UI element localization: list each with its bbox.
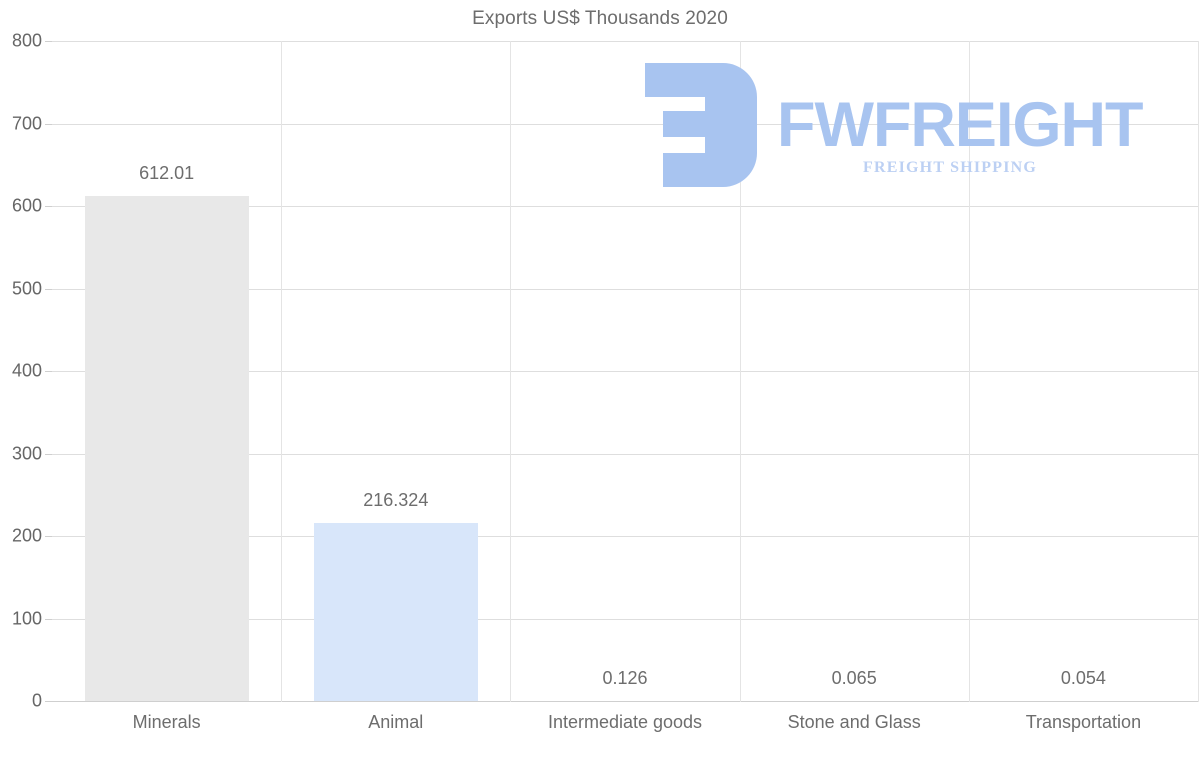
gridline-horizontal <box>52 206 1198 207</box>
gridline-vertical <box>510 41 511 702</box>
gridline-horizontal <box>52 41 1198 42</box>
y-axis-tick-mark <box>45 371 52 372</box>
bar-value-label: 0.054 <box>1060 667 1106 688</box>
gridline-horizontal <box>52 453 1198 455</box>
x-axis-tick-label: Stone and Glass <box>787 712 921 732</box>
y-axis-tick-mark <box>45 288 52 290</box>
y-axis-tick-label: 0 <box>31 690 42 711</box>
y-axis-tick-label: 700 <box>11 113 42 133</box>
y-axis-tick-mark <box>45 453 52 455</box>
gridline-horizontal <box>52 123 1198 125</box>
bar-value-label: 612.01 <box>139 163 195 184</box>
y-axis-tick-label: 200 <box>11 525 42 546</box>
y-axis-tick-label: 100 <box>11 608 42 628</box>
gridline-horizontal <box>52 618 1198 620</box>
gridline-vertical <box>281 41 282 702</box>
y-axis-tick-label: 300 <box>11 443 42 463</box>
gridline-vertical <box>1198 41 1199 702</box>
x-axis-tick-label: Animal <box>368 712 424 732</box>
gridline-horizontal <box>52 536 1198 537</box>
y-axis-tick-label: 500 <box>11 278 42 298</box>
gridline-vertical <box>969 41 970 702</box>
y-axis-tick-mark <box>45 123 52 125</box>
bar-value-label: 0.126 <box>602 667 648 688</box>
bar-value-label: 216.324 <box>363 489 429 510</box>
y-axis-tick-label: 800 <box>11 30 42 51</box>
y-axis-tick-mark <box>45 41 52 42</box>
x-axis-tick-label: Minerals <box>132 712 201 732</box>
y-axis-tick-label: 400 <box>11 360 42 381</box>
plot-area <box>52 41 1199 702</box>
y-axis-tick-mark <box>45 206 52 207</box>
chart-title: Exports US$ Thousands 2020 <box>472 8 728 29</box>
bar-value-label: 0.065 <box>831 667 877 688</box>
y-axis-tick-mark <box>45 536 52 537</box>
x-axis-tick-label: Transportation <box>1025 712 1142 732</box>
x-axis-tick-label: Intermediate goods <box>547 712 703 732</box>
y-axis-tick-mark <box>45 618 52 620</box>
y-axis-tick-mark <box>45 701 52 702</box>
gridline-horizontal <box>52 371 1198 372</box>
gridline-horizontal <box>52 288 1198 290</box>
bar[interactable] <box>313 522 478 701</box>
y-axis-tick-label: 600 <box>11 195 42 216</box>
gridline-vertical <box>740 41 741 702</box>
gridline-horizontal <box>52 701 1198 702</box>
bar[interactable] <box>84 196 249 701</box>
